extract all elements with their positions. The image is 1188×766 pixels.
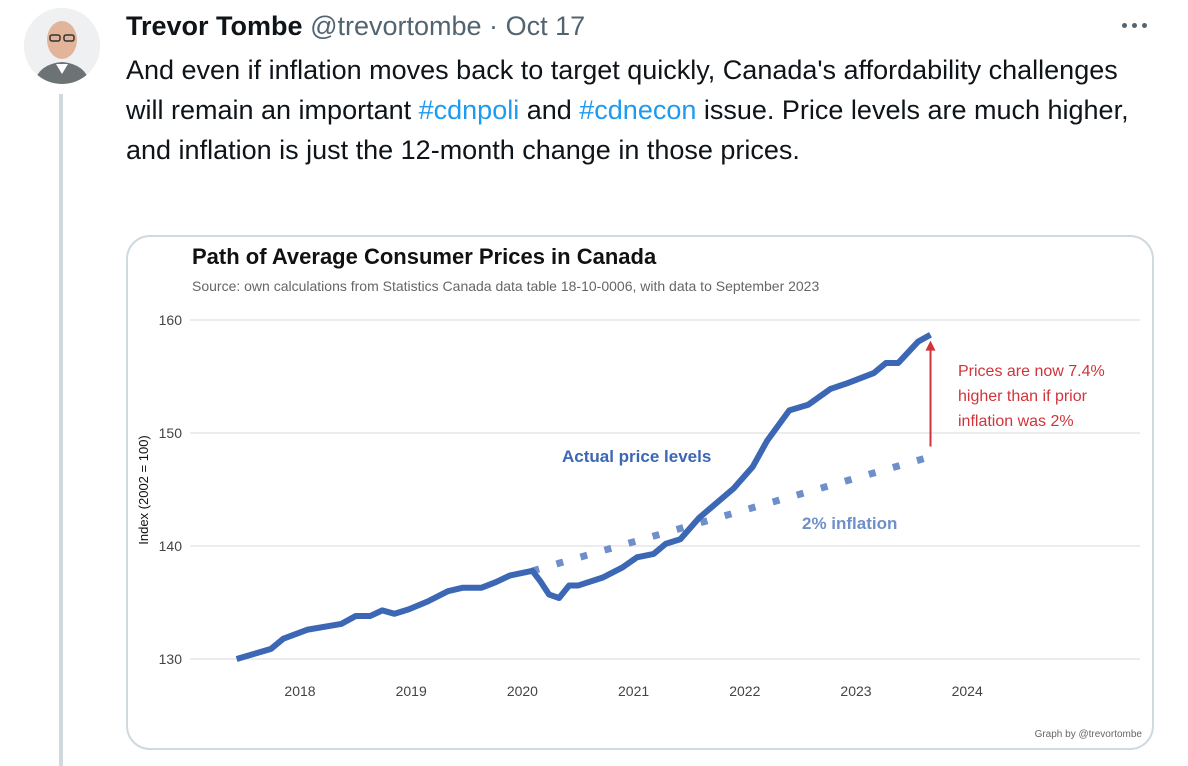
series-label-2pct: 2% inflation (802, 514, 897, 533)
dot (1141, 22, 1147, 28)
tweet-text: And even if inflation moves back to targ… (126, 50, 1136, 170)
tweet-header: Trevor Tombe @trevortombe · Oct 17 (126, 6, 585, 46)
annotation-text: higher than if prior (958, 388, 1088, 405)
chart-subtitle: Source: own calculations from Statistics… (192, 278, 820, 294)
text-part: issue. Price levels are much higher, and… (126, 95, 1129, 165)
x-tick-label: 2020 (507, 683, 538, 699)
annotation-text: inflation was 2% (958, 413, 1074, 430)
x-tick-label: 2022 (729, 683, 760, 699)
y-tick-label: 150 (159, 425, 183, 441)
y-axis-label: Index (2002 = 100) (136, 435, 151, 545)
author-handle[interactable]: @trevortombe (310, 11, 482, 41)
chart-image[interactable]: 130 140 150 160 2018 2019 2020 2021 2022 2023 2024… (126, 235, 1154, 750)
author-name[interactable]: Trevor Tombe (126, 11, 303, 41)
arrow-head-icon (925, 340, 936, 351)
annotation-text: Prices are now 7.4% (958, 363, 1105, 380)
more-horizontal-icon (1121, 22, 1127, 28)
series-line-actual-price-levels (235, 332, 932, 662)
tweet-date[interactable]: Oct 17 (505, 11, 586, 41)
separator: · (489, 11, 499, 41)
x-tick-label: 2019 (396, 683, 427, 699)
chart-svg: 130 140 150 160 2018 2019 2020 2021 2022 2023 2024… (136, 312, 1140, 699)
series-label-actual: Actual price levels (562, 447, 711, 466)
y-tick-label: 140 (159, 538, 183, 554)
x-tick-label: 2021 (618, 683, 649, 699)
chart-credit: Graph by @trevortombe (1034, 729, 1142, 740)
hashtag-cdnecon[interactable]: #cdnecon (579, 95, 697, 125)
y-tick-label: 160 (159, 312, 183, 328)
hashtag-cdnpoli[interactable]: #cdnpoli (418, 95, 520, 125)
y-tick-label: 130 (159, 651, 183, 667)
thread-line (59, 94, 63, 766)
x-tick-label: 2023 (840, 683, 871, 699)
dot (1131, 22, 1137, 28)
chart-title: Path of Average Consumer Prices in Canad… (192, 244, 657, 269)
x-tick-label: 2018 (284, 683, 315, 699)
text-part: And even if inflation moves back to targ… (126, 55, 1118, 125)
avatar-photo (24, 8, 100, 84)
text-part: and (519, 95, 580, 125)
avatar[interactable] (24, 8, 100, 84)
more-options-button[interactable] (1116, 12, 1152, 38)
x-tick-label: 2024 (952, 683, 983, 699)
